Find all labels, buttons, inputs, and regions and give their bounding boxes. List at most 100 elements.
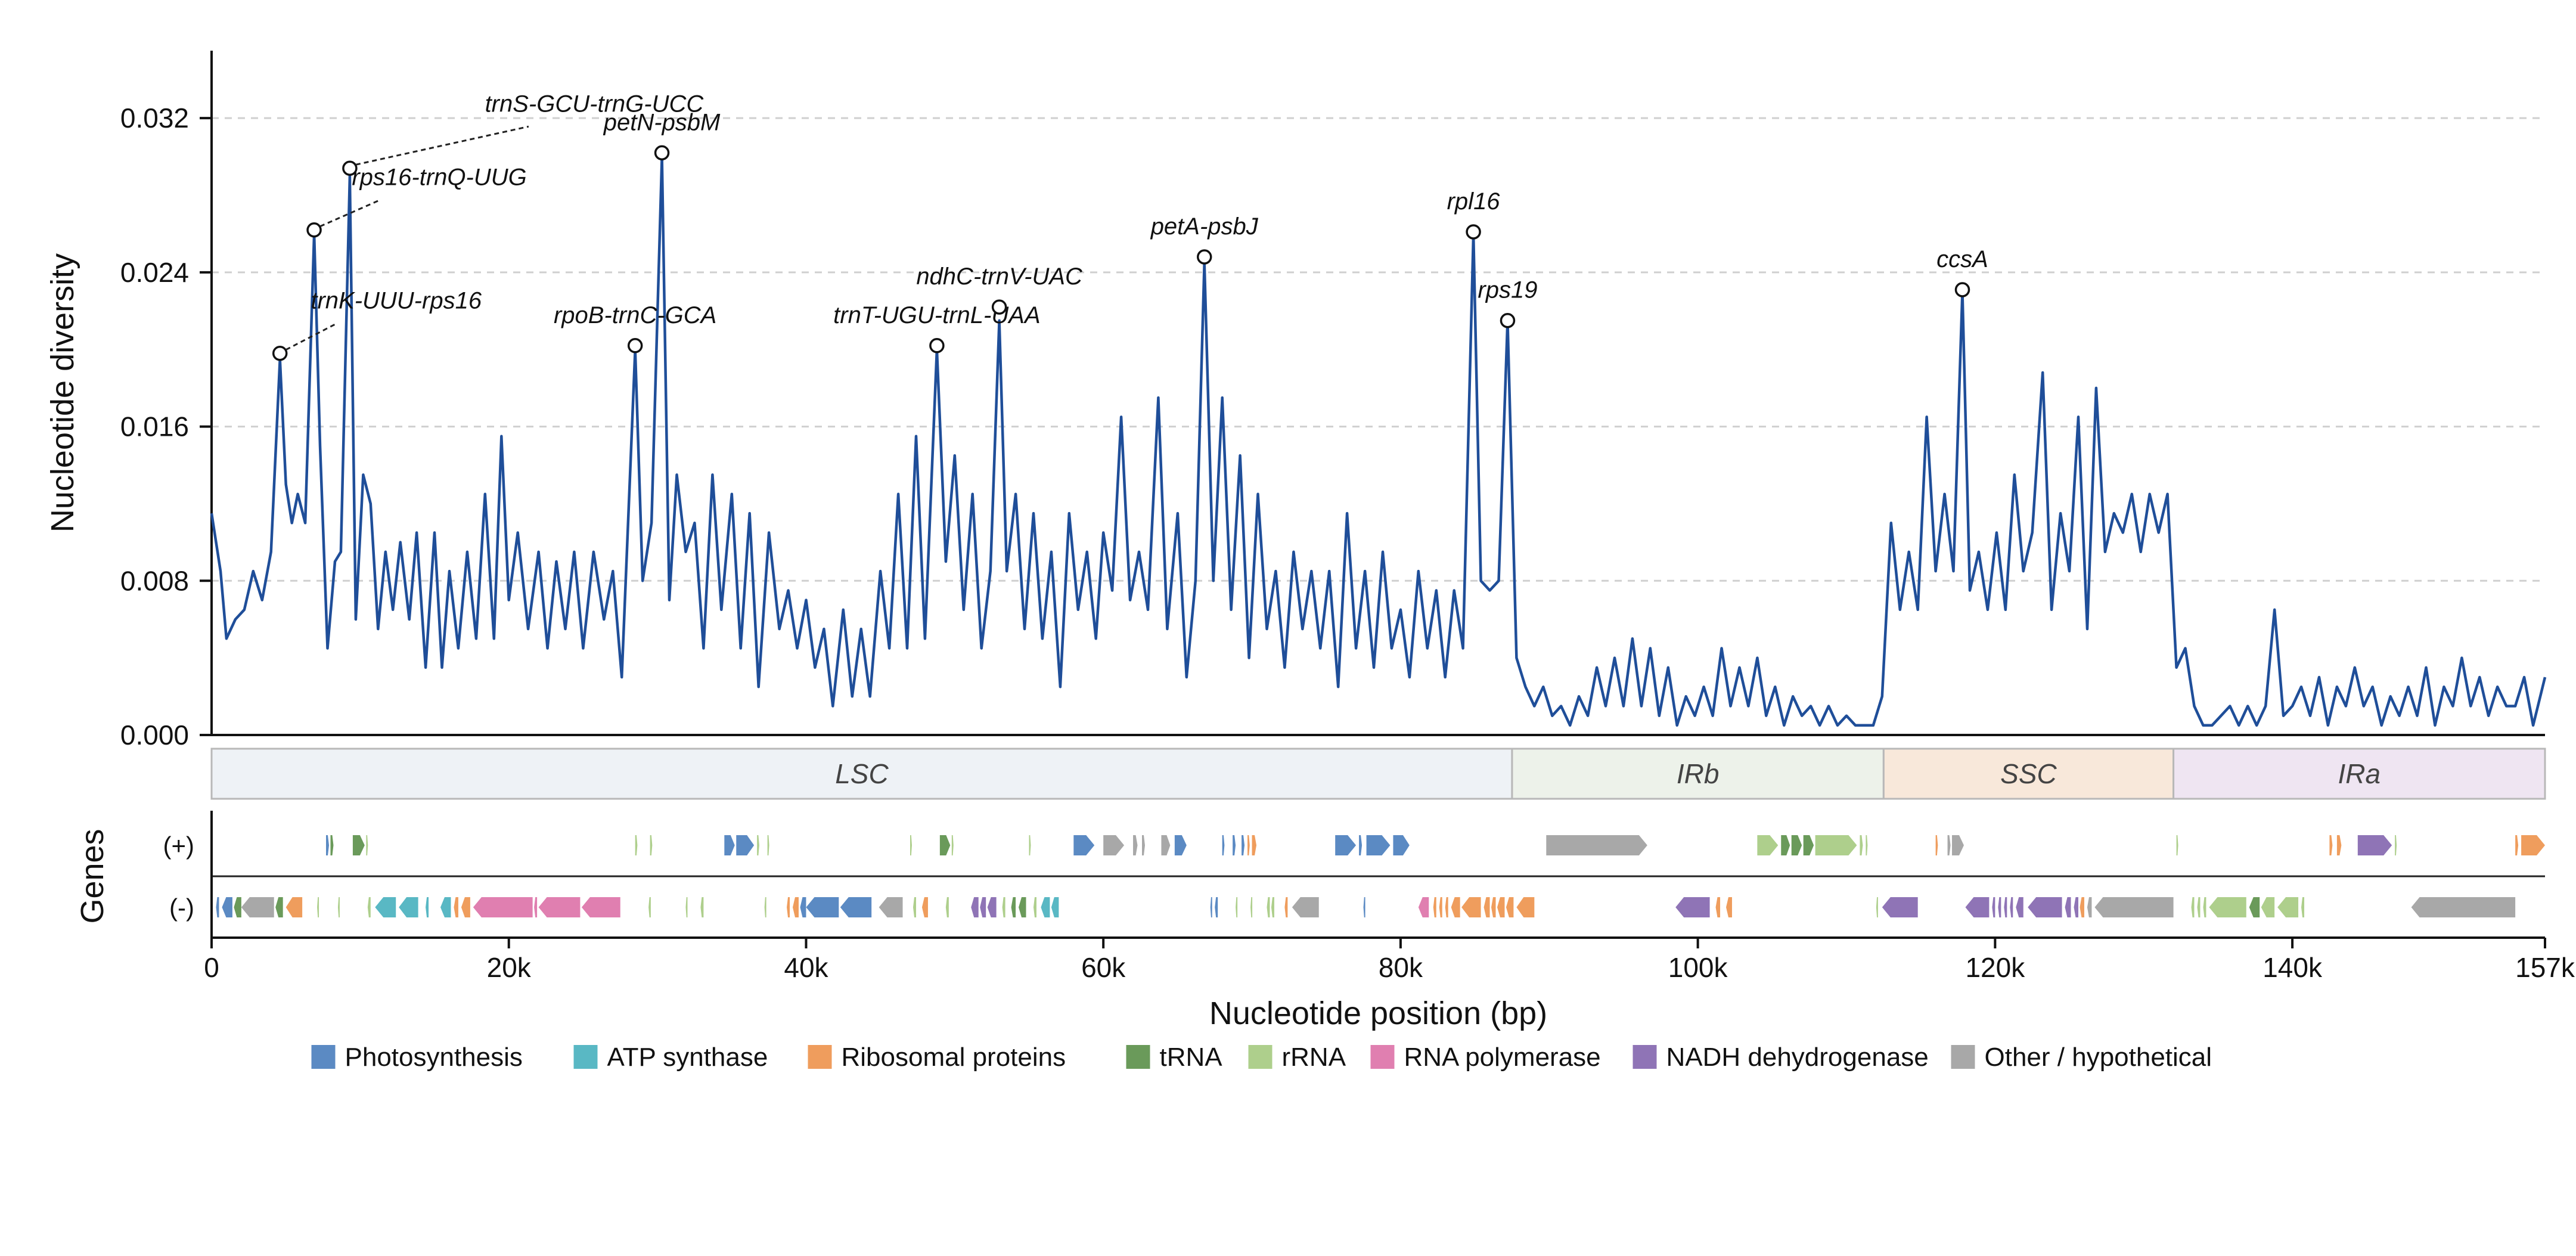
legend-label: Photosynthesis xyxy=(345,1043,523,1072)
gene-minus xyxy=(216,897,219,917)
peak-leader-line xyxy=(355,125,529,166)
gene-plus xyxy=(1815,835,1857,855)
peak-marker xyxy=(306,222,322,238)
gene-plus xyxy=(1393,835,1410,855)
legend-swatch xyxy=(1248,1045,1273,1069)
gene-plus xyxy=(1242,835,1245,855)
peak-marker xyxy=(627,338,643,353)
gene-minus xyxy=(2080,897,2084,917)
gene-plus xyxy=(736,835,755,855)
gene-minus xyxy=(1882,897,1918,917)
gene-minus xyxy=(840,897,872,917)
gene-minus xyxy=(473,897,533,917)
gene-minus xyxy=(1041,897,1050,917)
gene-minus xyxy=(879,897,903,917)
gene-minus xyxy=(2197,897,2201,917)
gene-minus xyxy=(2016,897,2023,917)
diversity-line xyxy=(210,155,2547,727)
peak-marker xyxy=(1196,249,1212,265)
gene-minus xyxy=(1236,897,1238,917)
gene-minus xyxy=(2094,897,2174,917)
gene-plus xyxy=(1866,835,1868,855)
gene-plus xyxy=(2176,835,2178,855)
region-irb xyxy=(1511,748,1885,800)
gene-plus xyxy=(635,835,638,855)
legend-swatch xyxy=(573,1045,598,1069)
peak-label: ndhC-trnV-UAC xyxy=(916,263,1083,290)
gene-plus xyxy=(1952,835,1964,855)
gene-minus xyxy=(581,897,620,917)
peak-leader-line xyxy=(285,322,337,351)
region-label: IRa xyxy=(2338,758,2381,789)
gene-minus xyxy=(222,897,232,917)
gene-minus xyxy=(1451,897,1460,917)
legend-label: RNA polymerase xyxy=(1404,1043,1601,1072)
peak-marker xyxy=(1500,312,1516,328)
gene-plus xyxy=(1073,835,1095,855)
peak-marker xyxy=(991,299,1007,315)
gene-minus xyxy=(538,897,581,917)
gene-plus xyxy=(1781,835,1790,855)
y-tick-label: 0.000 xyxy=(120,720,189,751)
legend-swatch xyxy=(1632,1045,1657,1069)
gene-minus xyxy=(2065,897,2071,917)
gene-plus xyxy=(1247,835,1250,855)
peak-label: trnT-UGU-trnL-UAA xyxy=(833,302,1040,328)
gene-minus xyxy=(461,897,470,917)
legend-label: ATP synthase xyxy=(607,1043,768,1072)
gene-minus xyxy=(317,897,319,917)
gene-plus xyxy=(1757,835,1779,855)
gene-minus xyxy=(1439,897,1442,917)
gene-minus xyxy=(440,897,451,917)
gene-minus xyxy=(1876,897,1878,917)
gene-minus xyxy=(375,897,396,917)
gene-minus xyxy=(454,897,458,917)
gene-plus xyxy=(724,835,735,855)
x-tick-label: 157k xyxy=(2515,952,2575,983)
gene-plus xyxy=(767,835,769,855)
gene-plus xyxy=(352,835,365,855)
gene-minus xyxy=(1292,897,1319,917)
gene-minus xyxy=(2411,897,2516,917)
gene-plus xyxy=(1161,835,1171,855)
gene-minus xyxy=(1002,897,1005,917)
gene-plus xyxy=(1860,835,1863,855)
peak-label: trnK-UUU-rps16 xyxy=(311,288,482,314)
x-tick-label: 60k xyxy=(1081,952,1126,983)
gene-minus xyxy=(275,897,283,917)
gene-plus xyxy=(1935,835,1938,855)
gene-minus xyxy=(800,897,806,917)
peak-label: petA-psbJ xyxy=(1150,213,1259,240)
gene-plus xyxy=(2329,835,2333,855)
gene-plus xyxy=(2336,835,2342,855)
gene-minus xyxy=(2004,897,2007,917)
gene-minus xyxy=(1271,897,1274,917)
x-tick-label: 80k xyxy=(1379,952,1423,983)
gene-minus xyxy=(2301,897,2305,917)
gene-minus xyxy=(1726,897,1732,917)
gene-minus xyxy=(945,897,949,917)
region-label: LSC xyxy=(835,758,889,789)
legend-label: rRNA xyxy=(1282,1043,1346,1072)
gene-minus xyxy=(1675,897,1710,917)
gene-minus xyxy=(1215,897,1218,917)
gene-plus xyxy=(2515,835,2519,855)
gene-plus xyxy=(1029,835,1031,855)
gene-minus xyxy=(2277,897,2299,917)
peak-marker xyxy=(1954,282,1970,297)
genes-axis-title: Genes xyxy=(75,829,110,923)
gene-minus xyxy=(787,897,790,917)
gene-plus xyxy=(939,835,951,855)
gene-plus xyxy=(1803,835,1814,855)
gene-minus xyxy=(337,897,340,917)
gene-minus xyxy=(913,897,916,917)
peak-marker xyxy=(929,338,945,353)
gene-plus xyxy=(650,835,653,855)
gene-minus xyxy=(285,897,303,917)
gene-plus xyxy=(757,835,759,855)
gene-minus xyxy=(1267,897,1270,917)
gene-plus xyxy=(1335,835,1357,855)
gene-minus xyxy=(234,897,241,917)
peak-label: rps19 xyxy=(1478,277,1537,303)
